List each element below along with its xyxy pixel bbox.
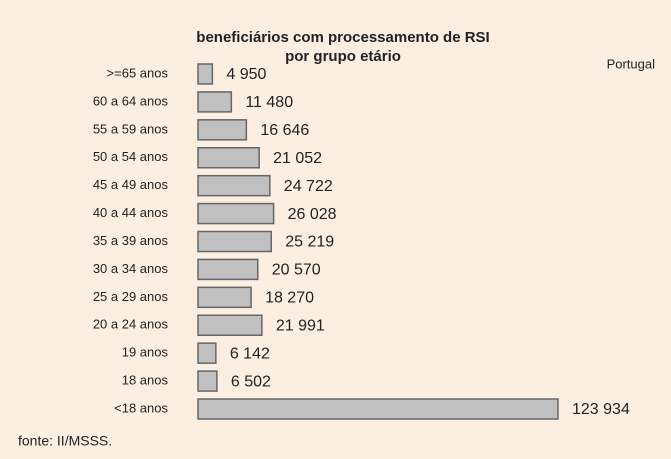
category-label: 45 a 49 anos — [93, 177, 169, 192]
bar — [197, 119, 248, 141]
value-label: 21 052 — [273, 150, 322, 167]
value-label: 4 950 — [226, 66, 266, 83]
category-label: 25 a 29 anos — [93, 289, 169, 304]
bar — [197, 91, 233, 113]
bar — [197, 174, 271, 197]
category-label: 35 a 39 anos — [93, 233, 169, 248]
value-label: 6 502 — [231, 373, 271, 390]
category-label: <18 anos — [114, 400, 168, 415]
bar — [197, 230, 273, 253]
value-label: 123 934 — [572, 401, 630, 418]
category-label: 60 a 64 anos — [93, 93, 169, 108]
bar — [197, 202, 275, 225]
category-label: >=65 anos — [107, 65, 169, 80]
bar — [197, 147, 260, 169]
value-label: 11 480 — [245, 94, 293, 111]
category-label: 55 a 59 anos — [93, 121, 169, 136]
chart-subtitle: por grupo etário — [285, 48, 401, 65]
value-label: 25 219 — [285, 234, 334, 251]
category-label: 18 anos — [122, 373, 169, 388]
value-label: 24 722 — [284, 178, 333, 195]
bar — [197, 258, 259, 281]
value-label: 26 028 — [288, 206, 337, 223]
value-label: 20 570 — [272, 262, 321, 279]
value-label: 21 991 — [276, 317, 325, 334]
bar — [197, 286, 252, 309]
bar — [197, 342, 217, 364]
bar — [197, 370, 218, 392]
value-label: 6 142 — [230, 345, 270, 362]
category-label: 40 a 44 anos — [93, 205, 169, 220]
chart-title: beneficiários com processamento de RSI — [196, 29, 489, 46]
source: fonte: II/MSSS. — [18, 433, 112, 449]
category-label: 20 a 24 anos — [93, 317, 169, 332]
value-label: 16 646 — [260, 122, 309, 139]
category-label: 50 a 54 anos — [93, 149, 169, 164]
category-label: 19 anos — [122, 345, 169, 360]
legend-label: Portugal — [607, 56, 656, 71]
bar — [197, 398, 559, 420]
bar — [197, 63, 214, 85]
category-label: 30 a 34 anos — [93, 261, 169, 276]
value-label: 18 270 — [265, 290, 314, 307]
bar — [197, 314, 263, 336]
